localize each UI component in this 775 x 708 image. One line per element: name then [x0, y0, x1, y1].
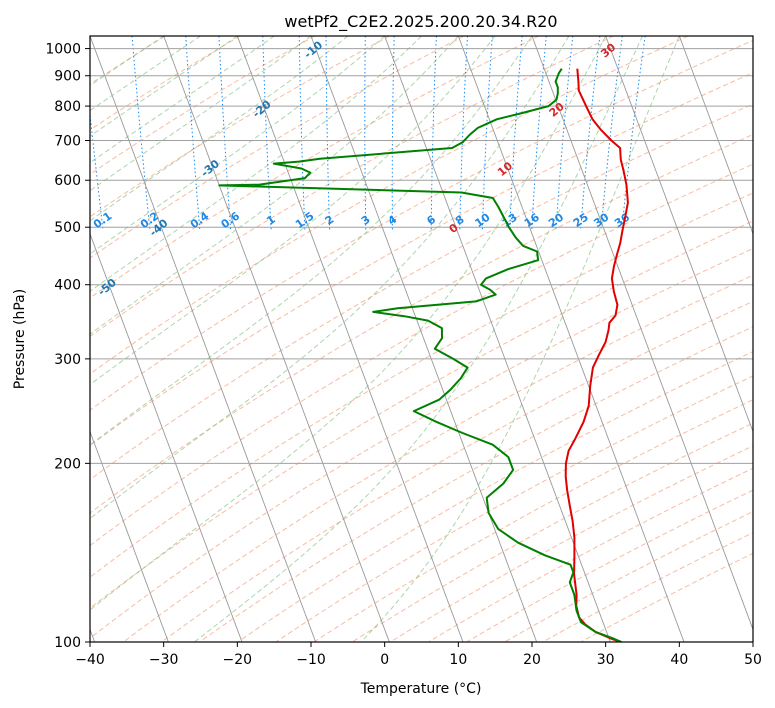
mixing-ratio-lines: [90, 36, 646, 230]
x-tick-label: −40: [75, 652, 105, 668]
moist-adiabat: [90, 36, 201, 112]
x-axis-title: Temperature (°C): [360, 681, 482, 697]
moist-adiabat: [194, 36, 643, 642]
dry-adiabat: [90, 36, 465, 259]
dry-adiabat: [90, 36, 241, 131]
y-tick-label: 600: [54, 173, 81, 189]
dry-adiabat: [90, 192, 753, 578]
dry-adiabat: [90, 36, 315, 175]
dry-adiabat: [90, 220, 753, 609]
dry-adiabat: [90, 36, 390, 218]
dewpoint-profile-line: [218, 68, 622, 642]
moist-adiabats: [90, 36, 680, 642]
x-tick-label: 0: [380, 652, 389, 668]
isotherm: [163, 36, 390, 642]
isotherm: [90, 430, 169, 642]
dry-adiabat: [90, 36, 689, 375]
isotherm: [531, 36, 753, 631]
x-tick-label: 10: [449, 652, 467, 668]
dry-adiabat: [90, 36, 614, 338]
isotherm: [310, 36, 538, 642]
isotherm: [457, 36, 685, 642]
mixing-ratio-line: [621, 36, 646, 230]
y-axis: 100 200 300 400 500 600 700 800 900 1000: [45, 42, 90, 651]
y-tick-label: 400: [54, 278, 81, 294]
dry-adiabat: [275, 375, 753, 642]
dry-adiabat: [90, 247, 753, 639]
x-tick-label: −20: [223, 652, 253, 668]
y-tick-label: 300: [54, 352, 81, 368]
x-tick-label: 40: [670, 652, 688, 668]
moist-adiabat: [90, 36, 459, 335]
dry-adiabat: [90, 36, 540, 299]
x-axis: −40 −30 −20 −10 0 10 20 30 40 50: [75, 642, 762, 668]
dry-adiabat: [90, 72, 753, 446]
x-tick-label: −30: [149, 652, 179, 668]
isotherm: [90, 232, 243, 642]
moist-adiabat: [90, 36, 238, 137]
temperature-profile-line: [564, 68, 629, 642]
moist-adiabat: [360, 36, 680, 642]
profiles: [218, 68, 629, 642]
y-axis-title: Pressure (hPa): [12, 289, 28, 389]
plot-frame: [89, 35, 754, 643]
moist-adiabat: [90, 36, 533, 446]
dry-adiabat: [199, 326, 753, 642]
moist-adiabat: [90, 36, 349, 222]
x-tick-label: −10: [296, 652, 326, 668]
dry-adiabat: [90, 133, 753, 514]
isotherm: [678, 36, 753, 236]
isotherm: [605, 36, 753, 433]
isotherms: [90, 36, 753, 642]
chart-title: wetPf2_C2E2.2025.200.20.34.R20: [284, 12, 557, 32]
y-tick-label: 200: [54, 456, 81, 472]
x-tick-label: 20: [523, 652, 541, 668]
y-tick-label: 1000: [45, 42, 81, 58]
y-tick-label: 500: [54, 220, 81, 236]
pressure-gridlines: [90, 48, 753, 642]
y-tick-label: 100: [54, 635, 81, 651]
plot-area: [90, 36, 753, 642]
moist-adiabat: [90, 36, 275, 164]
y-tick-label: 700: [54, 133, 81, 149]
y-tick-label: 900: [54, 69, 81, 85]
moist-adiabat: [90, 36, 607, 611]
isotherm: [236, 36, 464, 642]
isotherm: [384, 36, 611, 642]
x-tick-label: 30: [597, 652, 615, 668]
moist-adiabat: [90, 36, 570, 520]
moist-adiabat: [90, 36, 164, 87]
dry-adiabat: [237, 351, 753, 642]
y-tick-label: 800: [54, 99, 81, 115]
x-tick-label: 50: [744, 652, 762, 668]
isotherm: [90, 36, 317, 642]
dry-adiabat: [90, 103, 753, 481]
moist-adiabat: [90, 36, 386, 255]
